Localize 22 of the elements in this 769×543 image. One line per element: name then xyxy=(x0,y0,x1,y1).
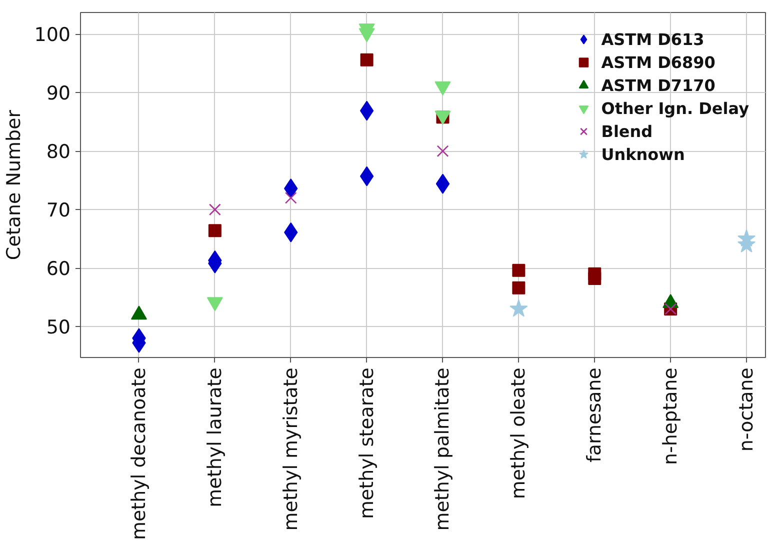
x-tick-label: methyl myristate xyxy=(280,367,302,531)
legend-label: ASTM D6890 xyxy=(601,52,716,73)
x-tick-label: methyl oleate xyxy=(508,367,530,500)
y-axis-title: Cetane Number xyxy=(3,110,26,260)
legend-label: Blend xyxy=(601,120,653,142)
x-tick-label: methyl decanoate xyxy=(128,367,150,540)
y-tick-label: 60 xyxy=(46,258,71,280)
legend-label: Other Ign. Delay xyxy=(601,98,749,119)
legend-label: ASTM D613 xyxy=(601,28,704,50)
x-tick-label: methyl stearate xyxy=(356,367,378,520)
x-tick-label: methyl palmitate xyxy=(432,367,454,531)
x-tick-label: n-heptane xyxy=(660,368,682,466)
legend-label: Unknown xyxy=(601,144,685,165)
x-tick-label: n-octane xyxy=(736,367,758,452)
legend-label: ASTM D7170 xyxy=(601,74,716,96)
x-tick-label: farnesane xyxy=(584,367,606,462)
y-tick-label: 70 xyxy=(46,200,71,222)
y-tick-label: 100 xyxy=(34,24,70,46)
y-tick-label: 80 xyxy=(46,141,71,164)
y-tick-label: 50 xyxy=(46,316,71,339)
y-tick-label: 90 xyxy=(46,82,71,105)
x-tick-label: methyl laurate xyxy=(204,367,226,508)
